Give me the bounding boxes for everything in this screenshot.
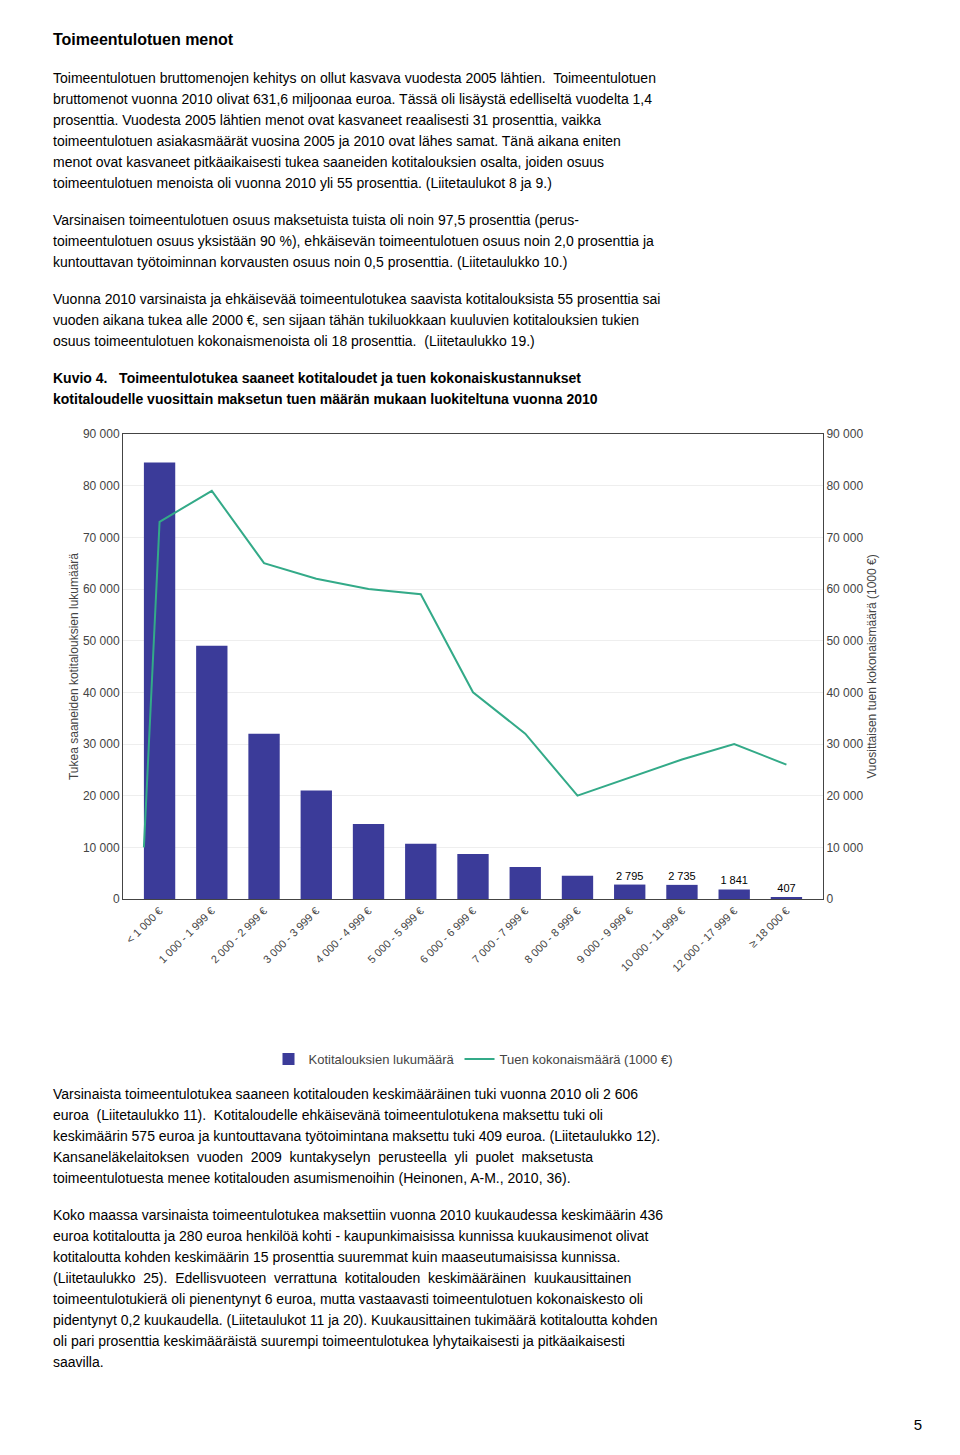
svg-text:20 000: 20 000 — [826, 789, 863, 803]
html-text:oli pari prosenttia keskimäärä: oli pari prosenttia keskimääräistä suure… — [53, 1333, 625, 1349]
html-text:toimeentulotuen osuus yksistää: toimeentulotuen osuus yksistään 90 %), e… — [53, 233, 654, 249]
svg-text:0: 0 — [113, 892, 120, 906]
svg-text:40 000: 40 000 — [83, 686, 120, 700]
html-text:prosenttia. Vuodesta 2005 läht: prosenttia. Vuodesta 2005 lähtien menot … — [53, 112, 602, 128]
svg-text:40 000: 40 000 — [826, 686, 863, 700]
html-text:toimeentulotuen menoista oli v: toimeentulotuen menoista oli vuonna 2010… — [53, 175, 552, 191]
svg-text:50 000: 50 000 — [83, 634, 120, 648]
svg-text:2 735: 2 735 — [668, 870, 696, 882]
html-text:5: 5 — [913, 1416, 922, 1433]
svg-text:80 000: 80 000 — [826, 479, 863, 493]
html-text:toimeentulotuen asiakasmäärät: toimeentulotuen asiakasmäärät vuosina 20… — [53, 133, 621, 149]
html-text:pidentynyt 0,2 kuukaudella. (L: pidentynyt 0,2 kuukaudella. (Liitetauluk… — [53, 1312, 658, 1328]
html-text:Kuvio 4. Toimeentulotukea saan: Kuvio 4. Toimeentulotukea saaneet kotita… — [53, 370, 581, 386]
svg-text:4 000 - 4 999 €: 4 000 - 4 999 € — [313, 905, 374, 966]
svg-text:< 1 000 €: < 1 000 € — [124, 905, 165, 946]
svg-text:60 000: 60 000 — [826, 582, 863, 596]
html-text:Toimeentulotuen bruttomenojen: Toimeentulotuen bruttomenojen kehitys on… — [53, 70, 656, 86]
html-text:Varsinaista toimeentulotukea s: Varsinaista toimeentulotukea saaneen kot… — [53, 1086, 638, 1102]
svg-text:Tukea saaneiden kotitalouksien: Tukea saaneiden kotitalouksien lukumäärä — [67, 553, 81, 780]
html-text:Kansaneläkelaitoksen vuoden 20: Kansaneläkelaitoksen vuoden 2009 kuntaky… — [53, 1149, 594, 1165]
html-text:euroa (Liitetaulukko 11). Koti: euroa (Liitetaulukko 11). Kotitaloudelle… — [53, 1107, 603, 1123]
svg-text:30 000: 30 000 — [83, 737, 120, 751]
svg-text:0: 0 — [826, 892, 833, 906]
svg-text:20 000: 20 000 — [83, 789, 120, 803]
html-text:vuoden aikana tukea alle 2000: vuoden aikana tukea alle 2000 €, sen sij… — [53, 312, 640, 328]
svg-text:12 000 - 17 999 €: 12 000 - 17 999 € — [670, 905, 739, 974]
svg-text:10 000 - 11 999 €: 10 000 - 11 999 € — [618, 905, 687, 974]
html-text:kotitaloudelle vuosittain maks: kotitaloudelle vuosittain maksetun tuen … — [53, 391, 598, 407]
svg-text:10 000: 10 000 — [83, 841, 120, 855]
svg-text:Tuen kokonaismäärä (1000 €): Tuen kokonaismäärä (1000 €) — [500, 1052, 673, 1067]
svg-text:3 000 - 3 999 €: 3 000 - 3 999 € — [261, 905, 322, 966]
html-text:menot ovat kasvaneet pitkäaika: menot ovat kasvaneet pitkäaikaisesti tuk… — [53, 154, 604, 170]
html-text:osuus toimeentulotuen kokonais: osuus toimeentulotuen kokonaismenoista o… — [53, 333, 535, 349]
html-text:keskimäärin 575 euroa ja kunto: keskimäärin 575 euroa ja kuntouttavana t… — [53, 1128, 660, 1144]
svg-text:60 000: 60 000 — [83, 582, 120, 596]
svg-text:50 000: 50 000 — [826, 634, 863, 648]
svg-text:Vuosittaisen tuen kokonaismäär: Vuosittaisen tuen kokonaismäärä (1000 €) — [865, 554, 879, 778]
svg-text:9 000 - 9 999 €: 9 000 - 9 999 € — [574, 905, 635, 966]
html-text:kotitaloutta kohden keskimääri: kotitaloutta kohden keskimäärin 15 prose… — [53, 1249, 621, 1265]
svg-text:Kotitalouksien lukumäärä: Kotitalouksien lukumäärä — [309, 1052, 455, 1067]
html-text:Vuonna 2010 varsinaista ja ehk: Vuonna 2010 varsinaista ja ehkäisevää to… — [53, 291, 661, 307]
svg-text:2 000 - 2 999 €: 2 000 - 2 999 € — [209, 905, 270, 966]
svg-text:≥ 18 000 €: ≥ 18 000 € — [747, 905, 792, 950]
svg-text:1 841: 1 841 — [720, 874, 748, 886]
html-text:Koko maassa varsinaista toimee: Koko maassa varsinaista toimeentulotukea… — [53, 1207, 664, 1223]
svg-text:70 000: 70 000 — [826, 531, 863, 545]
html-text:toimeentulotukierä oli pienent: toimeentulotukierä oli pienentynyt 6 eur… — [53, 1291, 643, 1307]
svg-text:1 000 - 1 999 €: 1 000 - 1 999 € — [156, 905, 217, 966]
html-text:Varsinaisen toimeentulotuen os: Varsinaisen toimeentulotuen osuus makset… — [53, 212, 579, 228]
svg-text:10 000: 10 000 — [826, 841, 863, 855]
svg-text:5 000 - 5 999 €: 5 000 - 5 999 € — [365, 905, 426, 966]
html-text:saavilla.: saavilla. — [53, 1354, 104, 1370]
svg-text:70 000: 70 000 — [83, 531, 120, 545]
svg-text:407: 407 — [777, 882, 795, 894]
html-text:bruttomenot vuonna 2010 olivat: bruttomenot vuonna 2010 olivat 631,6 mil… — [53, 91, 652, 107]
svg-text:8 000 - 8 999 €: 8 000 - 8 999 € — [522, 905, 583, 966]
svg-text:80 000: 80 000 — [83, 479, 120, 493]
html-text:(Liitetaulukko 25). Edellisvuo: (Liitetaulukko 25). Edellisvuoteen verra… — [53, 1270, 632, 1286]
svg-text:90 000: 90 000 — [826, 427, 863, 441]
html-text:toimeentulotuesta menee kotita: toimeentulotuesta menee kotitalouden asu… — [53, 1170, 571, 1186]
svg-text:30 000: 30 000 — [826, 737, 863, 751]
html-text:euroa kotitaloutta ja 280 euro: euroa kotitaloutta ja 280 euroa henkilöä… — [53, 1228, 649, 1244]
svg-text:7 000 - 7 999 €: 7 000 - 7 999 € — [470, 905, 531, 966]
svg-text:2 795: 2 795 — [616, 870, 644, 882]
svg-text:90 000: 90 000 — [83, 427, 120, 441]
svg-text:6 000 - 6 999 €: 6 000 - 6 999 € — [417, 905, 478, 966]
html-text:Toimeentulotuen menot: Toimeentulotuen menot — [53, 31, 234, 48]
html-text:kuntouttavan työtoiminnan korv: kuntouttavan työtoiminnan korvausten osu… — [53, 254, 568, 270]
